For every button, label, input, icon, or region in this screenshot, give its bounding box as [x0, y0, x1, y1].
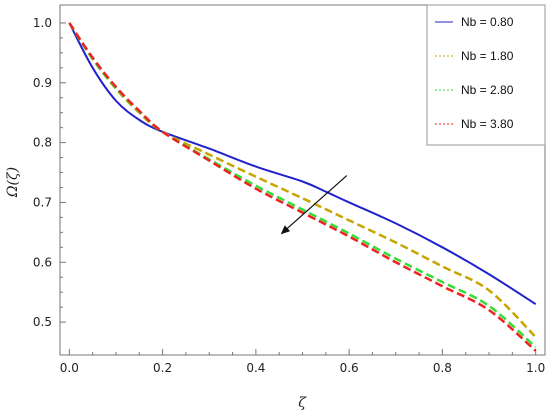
legend-label: Nb = 3.80	[461, 117, 514, 131]
trend-arrow	[280, 175, 348, 235]
annotation-layer	[280, 175, 348, 235]
y-axis-ticks: 0.5 0.6 0.7 0.8 0.9 1.0	[33, 16, 66, 329]
x-tick-label: 1.0	[526, 361, 545, 375]
legend-label: Nb = 2.80	[461, 83, 514, 97]
x-tick-label: 0.2	[153, 361, 172, 375]
series-line-3	[68, 22, 537, 349]
x-tick-label: 0.4	[246, 361, 265, 375]
x-axis-title: ζ	[298, 395, 307, 411]
x-tick-label: 0.8	[433, 361, 452, 375]
y-tick-label: 0.5	[33, 315, 52, 329]
y-axis-title: Ω(ζ)	[5, 167, 21, 198]
y-tick-label: 0.9	[33, 76, 52, 90]
legend-box	[426, 4, 546, 146]
series-line-4	[68, 22, 537, 352]
y-tick-label: 0.8	[33, 136, 52, 150]
x-axis-ticks: 0.0 0.2 0.4 0.6 0.8 1.0	[60, 349, 545, 375]
x-tick-label: 0.6	[340, 361, 359, 375]
series-line-1	[68, 22, 537, 305]
y-tick-label: 1.0	[33, 16, 52, 30]
x-tick-label: 0.0	[60, 361, 79, 375]
legend-label: Nb = 1.80	[461, 49, 514, 63]
y-tick-label: 0.7	[33, 195, 52, 209]
series-layer	[68, 22, 537, 352]
y-tick-label: 0.6	[33, 255, 52, 269]
legend: Nb = 0.80 Nb = 1.80 Nb = 2.80 Nb = 3.80	[426, 4, 546, 146]
legend-label: Nb = 0.80	[461, 15, 514, 29]
series-line-2	[68, 22, 537, 338]
